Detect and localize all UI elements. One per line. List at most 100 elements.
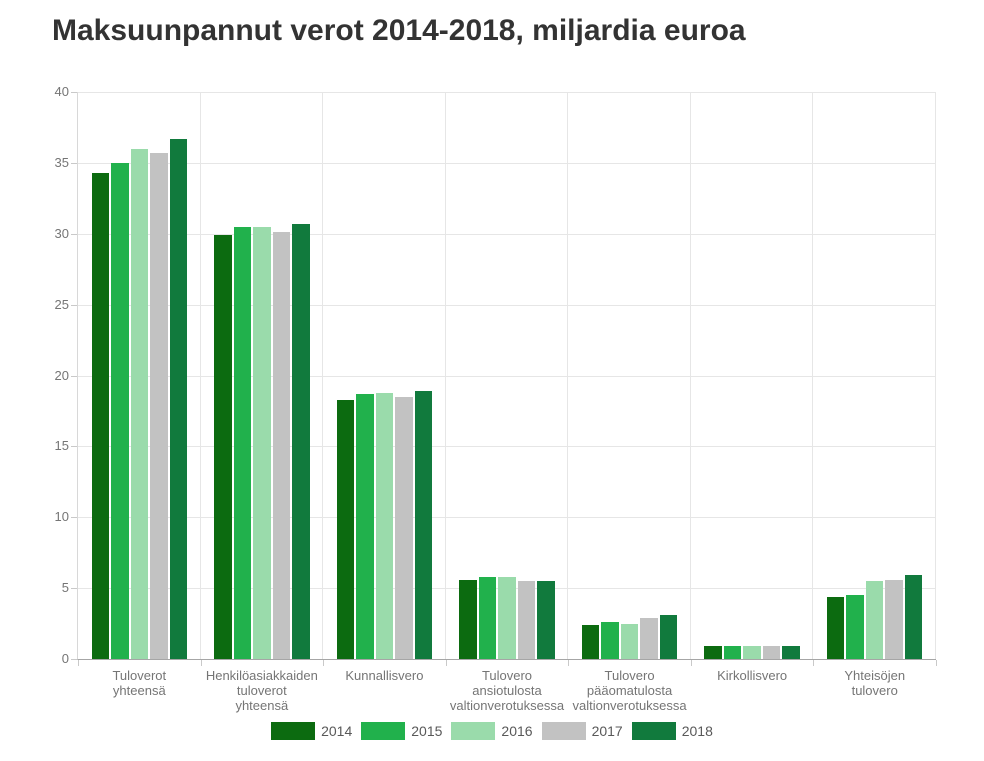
bar-2017[interactable] bbox=[395, 396, 413, 659]
chart-title: Maksuunpannut verot 2014-2018, miljardia… bbox=[52, 14, 746, 47]
legend-swatch bbox=[631, 722, 676, 740]
bar-2016[interactable] bbox=[130, 148, 149, 659]
category-label: Tulovero pääomatulosta valtionverotukses… bbox=[572, 668, 687, 713]
y-axis-tick bbox=[71, 233, 77, 235]
category-label: Henkilöasiakkaiden tuloverot yhteensä bbox=[205, 668, 318, 713]
y-axis-label: 40 bbox=[54, 84, 69, 99]
legend-label: 2015 bbox=[411, 723, 443, 739]
bar-2016[interactable] bbox=[498, 576, 516, 659]
gridline-vertical bbox=[322, 92, 324, 659]
bar-2018[interactable] bbox=[292, 223, 310, 659]
y-axis-tick bbox=[71, 304, 77, 306]
bar-2014[interactable] bbox=[214, 235, 232, 659]
x-axis-tick bbox=[323, 660, 325, 666]
x-axis-tick bbox=[690, 660, 692, 666]
legend-item-2018[interactable]: 2018 bbox=[631, 722, 713, 740]
bar-2014[interactable] bbox=[91, 172, 110, 659]
legend-swatch bbox=[271, 722, 316, 740]
gridline-vertical bbox=[567, 92, 569, 659]
y-axis-tick bbox=[71, 92, 77, 93]
legend-item-2016[interactable]: 2016 bbox=[451, 722, 533, 740]
category-label: Tuloverot yhteensä bbox=[112, 668, 167, 698]
bar-2016[interactable] bbox=[865, 581, 884, 659]
category-label: Kirkollisvero bbox=[717, 668, 788, 683]
bar-2017[interactable] bbox=[150, 152, 168, 659]
gridline-vertical bbox=[935, 92, 936, 659]
y-axis-tick bbox=[71, 446, 77, 448]
gridline-horizontal bbox=[78, 517, 936, 519]
bar-2015[interactable] bbox=[601, 622, 619, 659]
bar-2015[interactable] bbox=[233, 226, 252, 659]
gridline-vertical bbox=[199, 92, 201, 659]
y-axis-label: 30 bbox=[54, 225, 69, 241]
bar-2018[interactable] bbox=[782, 646, 800, 659]
bar-2015[interactable] bbox=[111, 162, 129, 659]
bar-2017[interactable] bbox=[885, 579, 903, 659]
bar-2016[interactable] bbox=[620, 623, 639, 659]
x-axis-tick bbox=[813, 660, 815, 666]
y-axis-label: 20 bbox=[54, 367, 69, 383]
bar-2015[interactable] bbox=[356, 393, 374, 659]
gridline-vertical bbox=[444, 92, 446, 659]
legend-label: 2016 bbox=[501, 723, 533, 739]
y-axis-label: 0 bbox=[61, 651, 69, 666]
gridline-horizontal bbox=[78, 304, 936, 306]
bar-2014[interactable] bbox=[704, 646, 722, 659]
bar-2016[interactable] bbox=[743, 646, 761, 659]
bar-2014[interactable] bbox=[581, 624, 600, 659]
legend-label: 2017 bbox=[591, 723, 623, 739]
legend-item-2015[interactable]: 2015 bbox=[361, 722, 442, 740]
chart-legend: 2014 2015 2016 2017 2018 bbox=[0, 722, 984, 740]
bar-2015[interactable] bbox=[846, 595, 864, 659]
legend-item-2014[interactable]: 2014 bbox=[271, 722, 352, 740]
bar-2018[interactable] bbox=[537, 581, 555, 659]
bar-2018[interactable] bbox=[169, 138, 188, 659]
gridline-horizontal bbox=[78, 92, 936, 93]
x-axis-tick bbox=[445, 660, 447, 666]
bar-2015[interactable] bbox=[478, 576, 497, 659]
gridline-vertical bbox=[689, 92, 691, 659]
y-axis-tick bbox=[71, 517, 77, 519]
y-axis-tick bbox=[71, 659, 77, 660]
bar-2016[interactable] bbox=[375, 392, 394, 659]
y-axis-label: 25 bbox=[54, 296, 69, 312]
gridline-horizontal bbox=[78, 375, 936, 377]
y-axis-label: 35 bbox=[54, 154, 69, 170]
bar-2015[interactable] bbox=[723, 646, 742, 659]
bar-2014[interactable] bbox=[826, 596, 845, 659]
x-axis-tick bbox=[936, 660, 937, 666]
legend-label: 2018 bbox=[681, 723, 713, 739]
legend-swatch bbox=[361, 722, 406, 740]
bar-2018[interactable] bbox=[414, 391, 433, 659]
legend-swatch bbox=[541, 722, 586, 740]
category-label: Tulovero ansiotulosta valtionverotuksess… bbox=[449, 668, 565, 713]
category-label: Yhteisöjen tulovero bbox=[844, 668, 906, 698]
gridline-horizontal bbox=[78, 162, 936, 164]
x-axis-tick bbox=[568, 660, 570, 666]
y-axis-label: 15 bbox=[54, 438, 69, 454]
x-axis-tick bbox=[78, 660, 79, 666]
gridline-horizontal bbox=[78, 446, 936, 448]
bar-2017[interactable] bbox=[640, 617, 658, 659]
bar-2014[interactable] bbox=[336, 399, 355, 659]
gridline-horizontal bbox=[78, 233, 936, 235]
x-axis-tick bbox=[200, 660, 202, 666]
y-axis-tick bbox=[71, 162, 77, 164]
bar-2017[interactable] bbox=[762, 646, 781, 659]
bar-2017[interactable] bbox=[272, 232, 291, 659]
plot-area: 0 5 10 15 20 25 30 35 40 Tuloverot yhteensä Henkil… bbox=[55, 84, 937, 713]
y-axis-tick bbox=[71, 588, 77, 590]
legend-item-2017[interactable]: 2017 bbox=[541, 722, 623, 740]
bar-2018[interactable] bbox=[659, 615, 678, 659]
bar-2017[interactable] bbox=[517, 581, 536, 659]
y-axis-label: 5 bbox=[61, 580, 69, 596]
bar-2014[interactable] bbox=[459, 579, 477, 659]
gridline-vertical bbox=[812, 92, 814, 659]
category-label: Kunnallisvero bbox=[345, 668, 424, 683]
bar-2016[interactable] bbox=[253, 226, 271, 659]
bar-2018[interactable] bbox=[904, 575, 923, 659]
y-axis-tick bbox=[71, 375, 77, 377]
y-axis-label: 10 bbox=[54, 509, 69, 525]
legend-label: 2014 bbox=[321, 723, 353, 739]
